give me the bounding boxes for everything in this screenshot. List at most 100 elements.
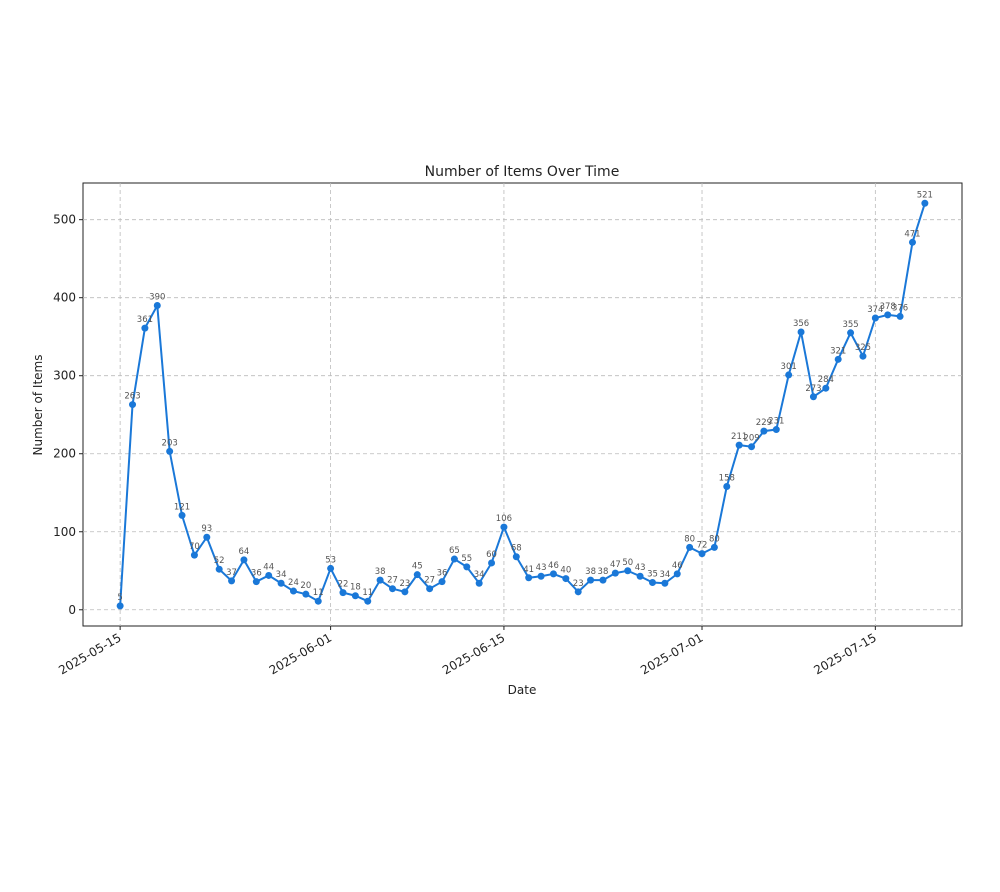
data-point [797, 328, 805, 336]
data-label: 93 [201, 524, 212, 534]
data-point [153, 301, 161, 309]
data-label: 378 [880, 302, 896, 312]
data-label: 284 [818, 375, 834, 385]
data-point [450, 555, 458, 563]
y-tick-label: 400 [53, 291, 76, 305]
data-point [525, 574, 533, 582]
data-point [166, 447, 174, 455]
data-label: 40 [560, 566, 571, 576]
data-label: 23 [399, 579, 410, 589]
data-point [611, 569, 619, 577]
y-tick-label: 100 [53, 525, 76, 539]
data-point [289, 587, 297, 595]
y-tick-label: 300 [53, 369, 76, 383]
chart-title: Number of Items Over Time [425, 164, 620, 180]
data-point [500, 523, 508, 531]
data-point [228, 577, 236, 585]
data-label: 35 [647, 569, 658, 579]
data-label: 390 [149, 292, 165, 302]
data-point [686, 543, 694, 551]
data-label: 38 [598, 567, 609, 577]
data-label: 68 [511, 544, 522, 554]
data-point [178, 511, 186, 519]
data-label: 80 [709, 534, 720, 544]
data-label: 36 [437, 569, 448, 579]
data-label: 34 [276, 570, 287, 580]
data-label: 23 [573, 579, 584, 589]
data-label: 43 [536, 563, 547, 573]
data-label: 43 [635, 563, 646, 573]
data-label: 65 [449, 546, 460, 556]
data-point [475, 579, 483, 587]
data-label: 209 [743, 434, 759, 444]
data-label: 5 [117, 593, 122, 603]
data-label: 18 [350, 583, 361, 593]
data-point [574, 588, 582, 596]
data-point [772, 426, 780, 434]
data-point [760, 427, 768, 435]
data-label: 72 [697, 541, 708, 551]
data-label: 27 [424, 576, 435, 586]
data-point [847, 329, 855, 337]
x-tick-label: 2025-06-15 [440, 630, 507, 677]
data-label: 374 [867, 305, 883, 315]
data-point [648, 578, 656, 586]
data-point [710, 543, 718, 551]
data-label: 38 [585, 567, 596, 577]
data-label: 47 [610, 560, 621, 570]
data-point [822, 384, 830, 392]
data-label: 46 [672, 561, 683, 571]
data-label: 158 [719, 473, 735, 483]
data-label: 263 [124, 392, 140, 402]
data-point [908, 238, 916, 246]
data-label: 36 [251, 569, 262, 579]
x-tick-label: 2025-07-15 [811, 630, 878, 677]
data-point [203, 533, 211, 541]
y-tick-label: 0 [68, 603, 76, 617]
data-label: 64 [239, 547, 250, 557]
data-point [438, 578, 446, 586]
data-label: 50 [622, 558, 633, 568]
data-point [141, 324, 149, 332]
plot-frame [82, 182, 963, 627]
x-tick-label: 2025-06-01 [267, 630, 334, 677]
data-point [339, 589, 347, 597]
data-label: 60 [486, 550, 497, 560]
data-label: 229 [756, 418, 772, 428]
data-label: 55 [461, 554, 472, 564]
data-point [735, 441, 743, 449]
data-point [809, 393, 817, 401]
data-point [376, 576, 384, 584]
data-label: 41 [523, 565, 534, 575]
x-axis-label: Date [508, 683, 537, 697]
data-point [698, 550, 706, 558]
data-point [413, 571, 421, 579]
data-point [673, 570, 681, 578]
y-tick-label: 500 [53, 213, 76, 227]
data-point [116, 602, 124, 610]
y-axis-label: Number of Items [31, 355, 45, 456]
data-point [389, 585, 397, 593]
data-point [871, 314, 879, 322]
data-point [884, 311, 892, 319]
data-label: 203 [162, 438, 178, 448]
data-point [834, 355, 842, 363]
data-label: 11 [362, 588, 373, 598]
data-point [327, 564, 335, 572]
data-label: 44 [263, 562, 274, 572]
data-label: 80 [684, 534, 695, 544]
data-label: 106 [496, 514, 512, 524]
data-label: 356 [793, 319, 809, 329]
data-point [488, 559, 496, 567]
y-tick-label: 200 [53, 447, 76, 461]
data-label: 34 [474, 570, 485, 580]
data-point [748, 443, 756, 451]
data-point [859, 352, 867, 360]
data-label: 301 [781, 362, 797, 372]
data-point [252, 578, 260, 586]
x-tick-label: 2025-05-15 [56, 630, 123, 677]
data-label: 521 [917, 190, 933, 200]
data-point [302, 590, 310, 598]
